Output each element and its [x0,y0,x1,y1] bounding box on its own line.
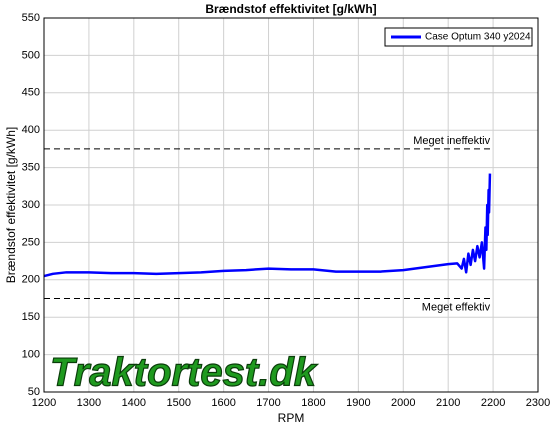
x-tick-label: 2200 [481,397,505,409]
y-tick-label: 250 [22,236,40,248]
y-tick-label: 50 [28,386,40,398]
y-tick-label: 450 [22,87,40,99]
x-tick-label: 1400 [122,397,146,409]
y-tick-label: 400 [22,124,40,136]
legend-box [384,27,533,47]
reference-label: Meget ineffektiv [413,135,490,147]
y-axis-label: Brændstof effektivitet [g/kWh] [4,127,18,284]
y-tick-label: 550 [22,12,40,24]
y-tick-label: 350 [22,162,40,174]
watermark: Traktortest.dk [50,351,318,395]
data-line [43,173,492,278]
y-tick-label: 500 [22,49,40,61]
x-tick-label: 1700 [256,397,280,409]
x-tick-label: 1800 [301,397,325,409]
x-tick-label: 2100 [436,397,460,409]
chart-title: Brændstof effektivitet [g/kWh] [205,2,376,16]
x-tick-label: 1600 [211,397,235,409]
y-tick-label: 100 [22,349,40,361]
x-tick-label: 2300 [526,397,550,409]
x-tick-label: 2000 [391,397,415,409]
x-axis-label: RPM [278,411,305,425]
reference-label: Meget effektiv [422,301,491,313]
y-tick-label: 300 [22,199,40,211]
y-tick-label: 150 [22,311,40,323]
x-tick-label: 1200 [32,397,56,409]
x-tick-label: 1300 [77,397,101,409]
x-tick-label: 1500 [166,397,190,409]
plot-frame [43,17,539,393]
legend-label: Case Optum 340 y2024 [425,32,531,43]
x-tick-label: 1900 [346,397,370,409]
y-tick-label: 200 [22,274,40,286]
